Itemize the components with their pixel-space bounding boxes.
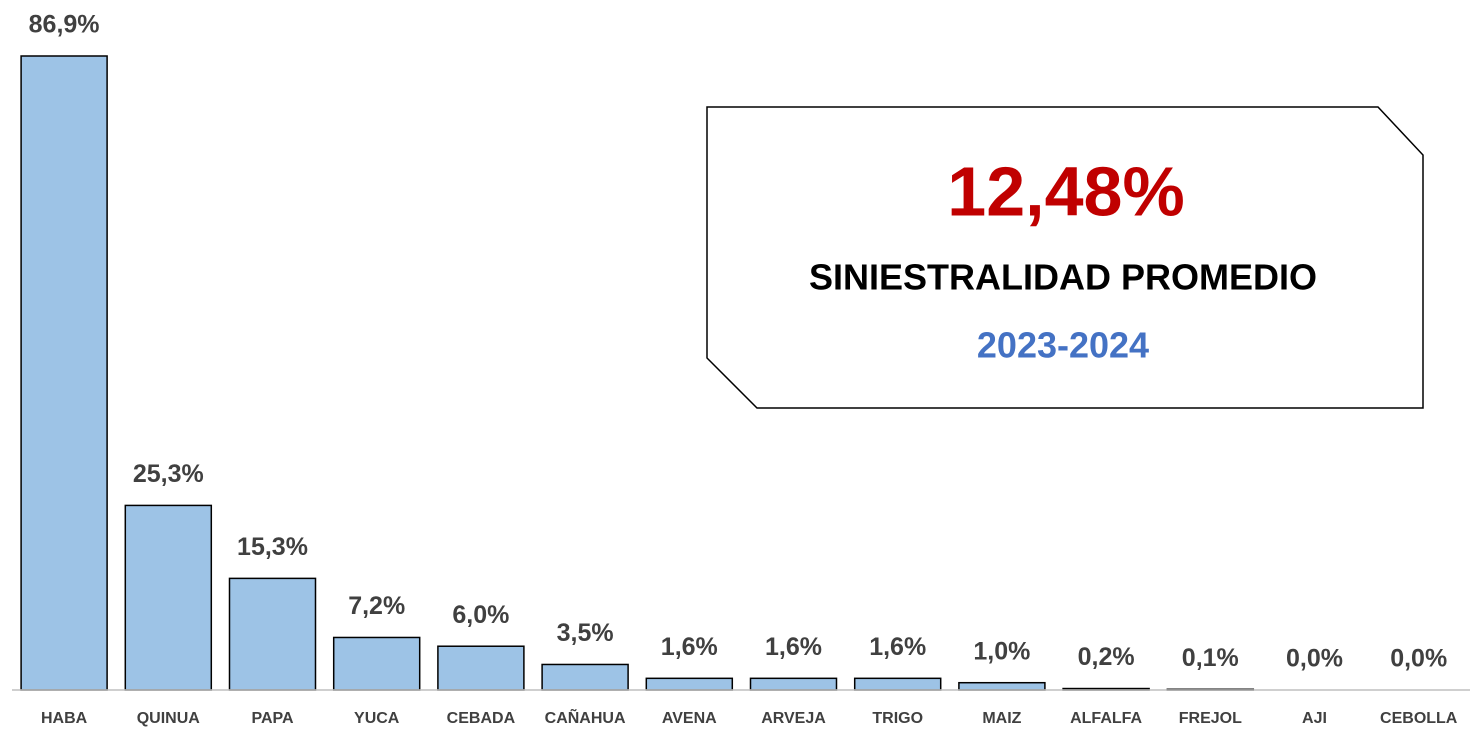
x-tick-label: FREJOL bbox=[1179, 710, 1242, 727]
x-tick-label: PAPA bbox=[251, 710, 294, 727]
annotation-box bbox=[706, 106, 1424, 409]
bar bbox=[332, 636, 421, 691]
annotation-title: SINIESTRALIDAD PROMEDIO bbox=[809, 257, 1317, 298]
x-tick-label: ARVEJA bbox=[761, 710, 826, 727]
value-label: 6,0% bbox=[452, 601, 509, 629]
x-tick-label: YUCA bbox=[354, 710, 400, 727]
x-tick-label: TRIGO bbox=[872, 710, 923, 727]
annotation-period: 2023-2024 bbox=[977, 325, 1149, 366]
x-tick-label: ALFALFA bbox=[1070, 710, 1142, 727]
bar bbox=[437, 645, 525, 691]
x-tick-label: MAIZ bbox=[982, 710, 1021, 727]
value-label: 1,0% bbox=[973, 637, 1030, 665]
value-label: 7,2% bbox=[348, 592, 405, 620]
value-label: 1,6% bbox=[661, 633, 718, 661]
bar bbox=[958, 681, 1046, 691]
value-label: 0,0% bbox=[1286, 645, 1343, 673]
bar bbox=[228, 577, 317, 691]
bar bbox=[124, 504, 213, 691]
value-label: 1,6% bbox=[765, 633, 822, 661]
x-tick-label: CEBADA bbox=[447, 710, 516, 727]
bar bbox=[20, 55, 108, 691]
bar bbox=[541, 663, 629, 691]
bar bbox=[749, 677, 838, 691]
x-tick-label: CAÑAHUA bbox=[545, 707, 626, 727]
x-tick-label: CEBOLLA bbox=[1380, 710, 1458, 727]
value-label: 3,5% bbox=[557, 619, 614, 647]
bar bbox=[645, 677, 734, 691]
value-label: 25,3% bbox=[133, 460, 204, 488]
value-label: 0,2% bbox=[1078, 643, 1135, 671]
value-label: 1,6% bbox=[869, 633, 926, 661]
x-tick-label: QUINUA bbox=[137, 710, 201, 727]
x-tick-label: AVENA bbox=[662, 710, 717, 727]
annotation-value: 12,48% bbox=[947, 152, 1184, 230]
value-label: 86,9% bbox=[29, 11, 100, 39]
x-tick-label: HABA bbox=[41, 710, 88, 727]
bars bbox=[20, 55, 1255, 691]
value-label: 0,1% bbox=[1182, 644, 1239, 672]
x-tick-label: AJI bbox=[1302, 710, 1327, 727]
value-label: 15,3% bbox=[237, 533, 308, 561]
value-label: 0,0% bbox=[1390, 645, 1447, 673]
bar bbox=[853, 677, 942, 691]
